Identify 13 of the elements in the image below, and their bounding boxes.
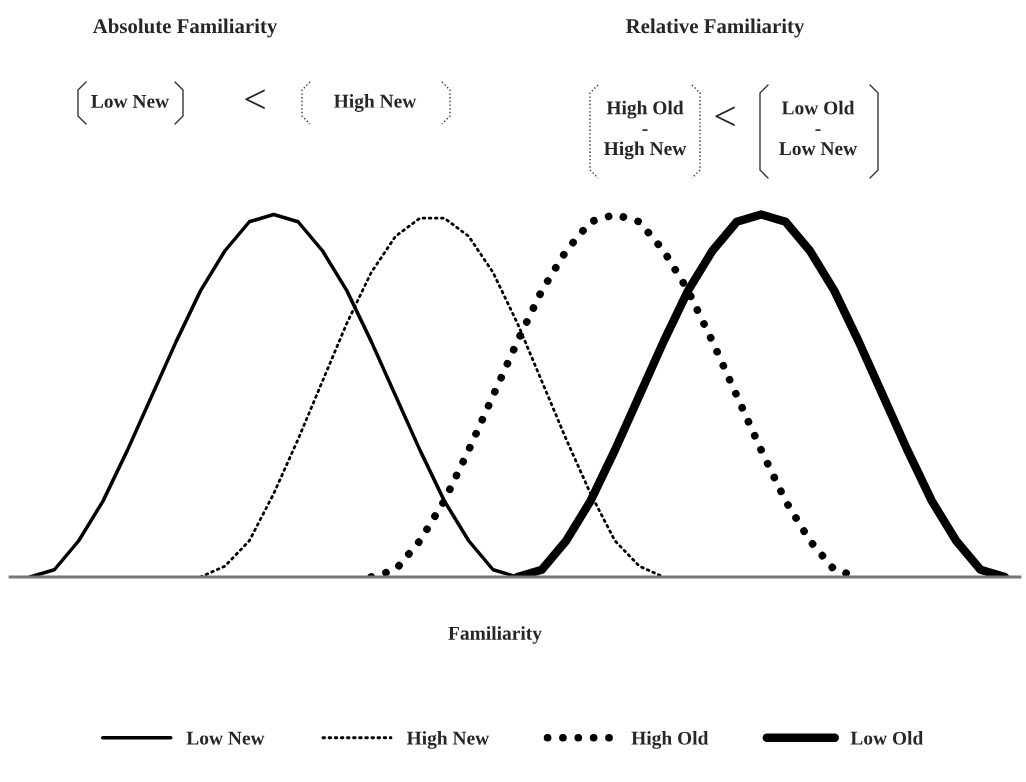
legend-label: High New [406,731,490,749]
text: Low New [91,94,170,108]
text: High New [334,94,417,112]
text: < [715,106,735,127]
legend-label: High Old [631,731,709,749]
text: Low Old - Low New [779,100,858,156]
text: Absolute Familiarity [92,18,278,38]
text: Relative Familiarity [625,18,805,38]
text: High Old - High New [604,100,687,160]
legend-label: Low Old [850,731,924,745]
x-axis-title: Familiarity [448,626,542,644]
legend-label: Low New [186,731,265,745]
text: < [245,89,265,110]
